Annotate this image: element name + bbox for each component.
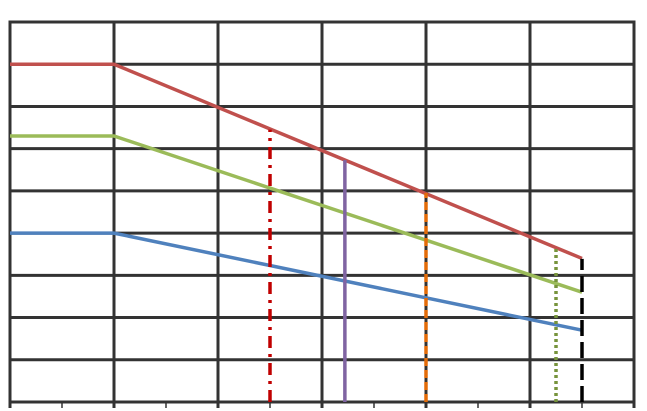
- series-line: [10, 134, 583, 294]
- series-line: [10, 62, 583, 261]
- series-line: [10, 231, 583, 332]
